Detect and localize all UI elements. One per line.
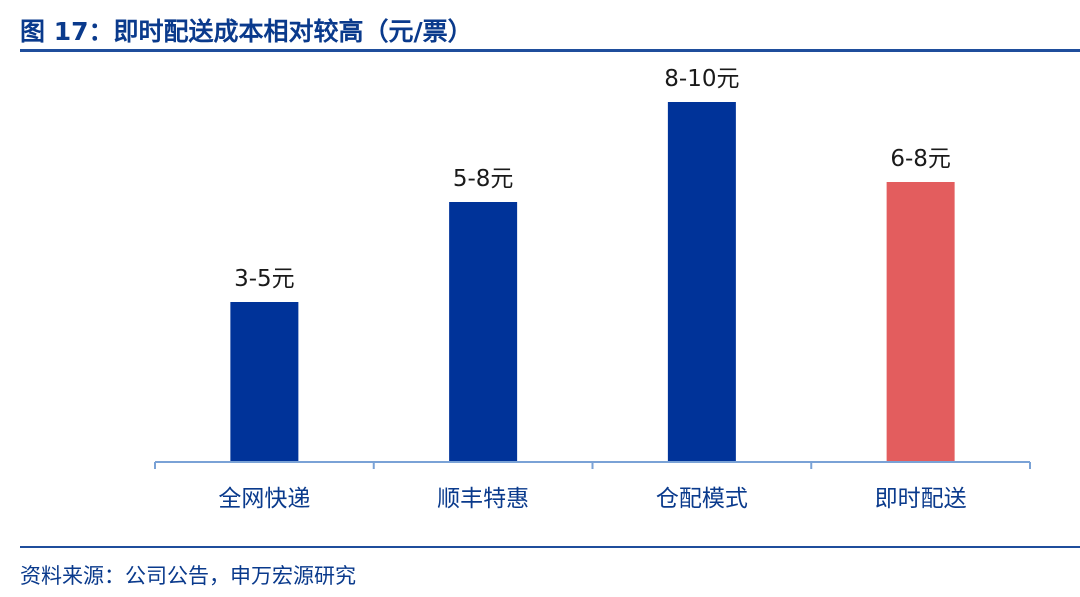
source-note: 资料来源：公司公告，申万宏源研究 [20, 564, 356, 588]
data-label-3: 8-10元 [664, 66, 739, 92]
title-divider [20, 49, 1080, 52]
bar-1 [230, 302, 299, 462]
data-label-1: 3-5元 [234, 266, 295, 292]
category-label-2: 顺丰特惠 [437, 486, 529, 512]
bar-4 [886, 182, 955, 462]
footer-divider [20, 546, 1080, 548]
data-label-4: 6-8元 [890, 146, 951, 172]
data-label-2: 5-8元 [453, 166, 514, 192]
bar-2 [449, 202, 518, 462]
category-label-4: 即时配送 [875, 486, 967, 512]
bar-3 [667, 102, 736, 462]
chart-title: 图 17：即时配送成本相对较高（元/票） [20, 17, 473, 46]
category-label-3: 仓配模式 [656, 486, 748, 512]
category-label-1: 全网快递 [218, 486, 310, 512]
